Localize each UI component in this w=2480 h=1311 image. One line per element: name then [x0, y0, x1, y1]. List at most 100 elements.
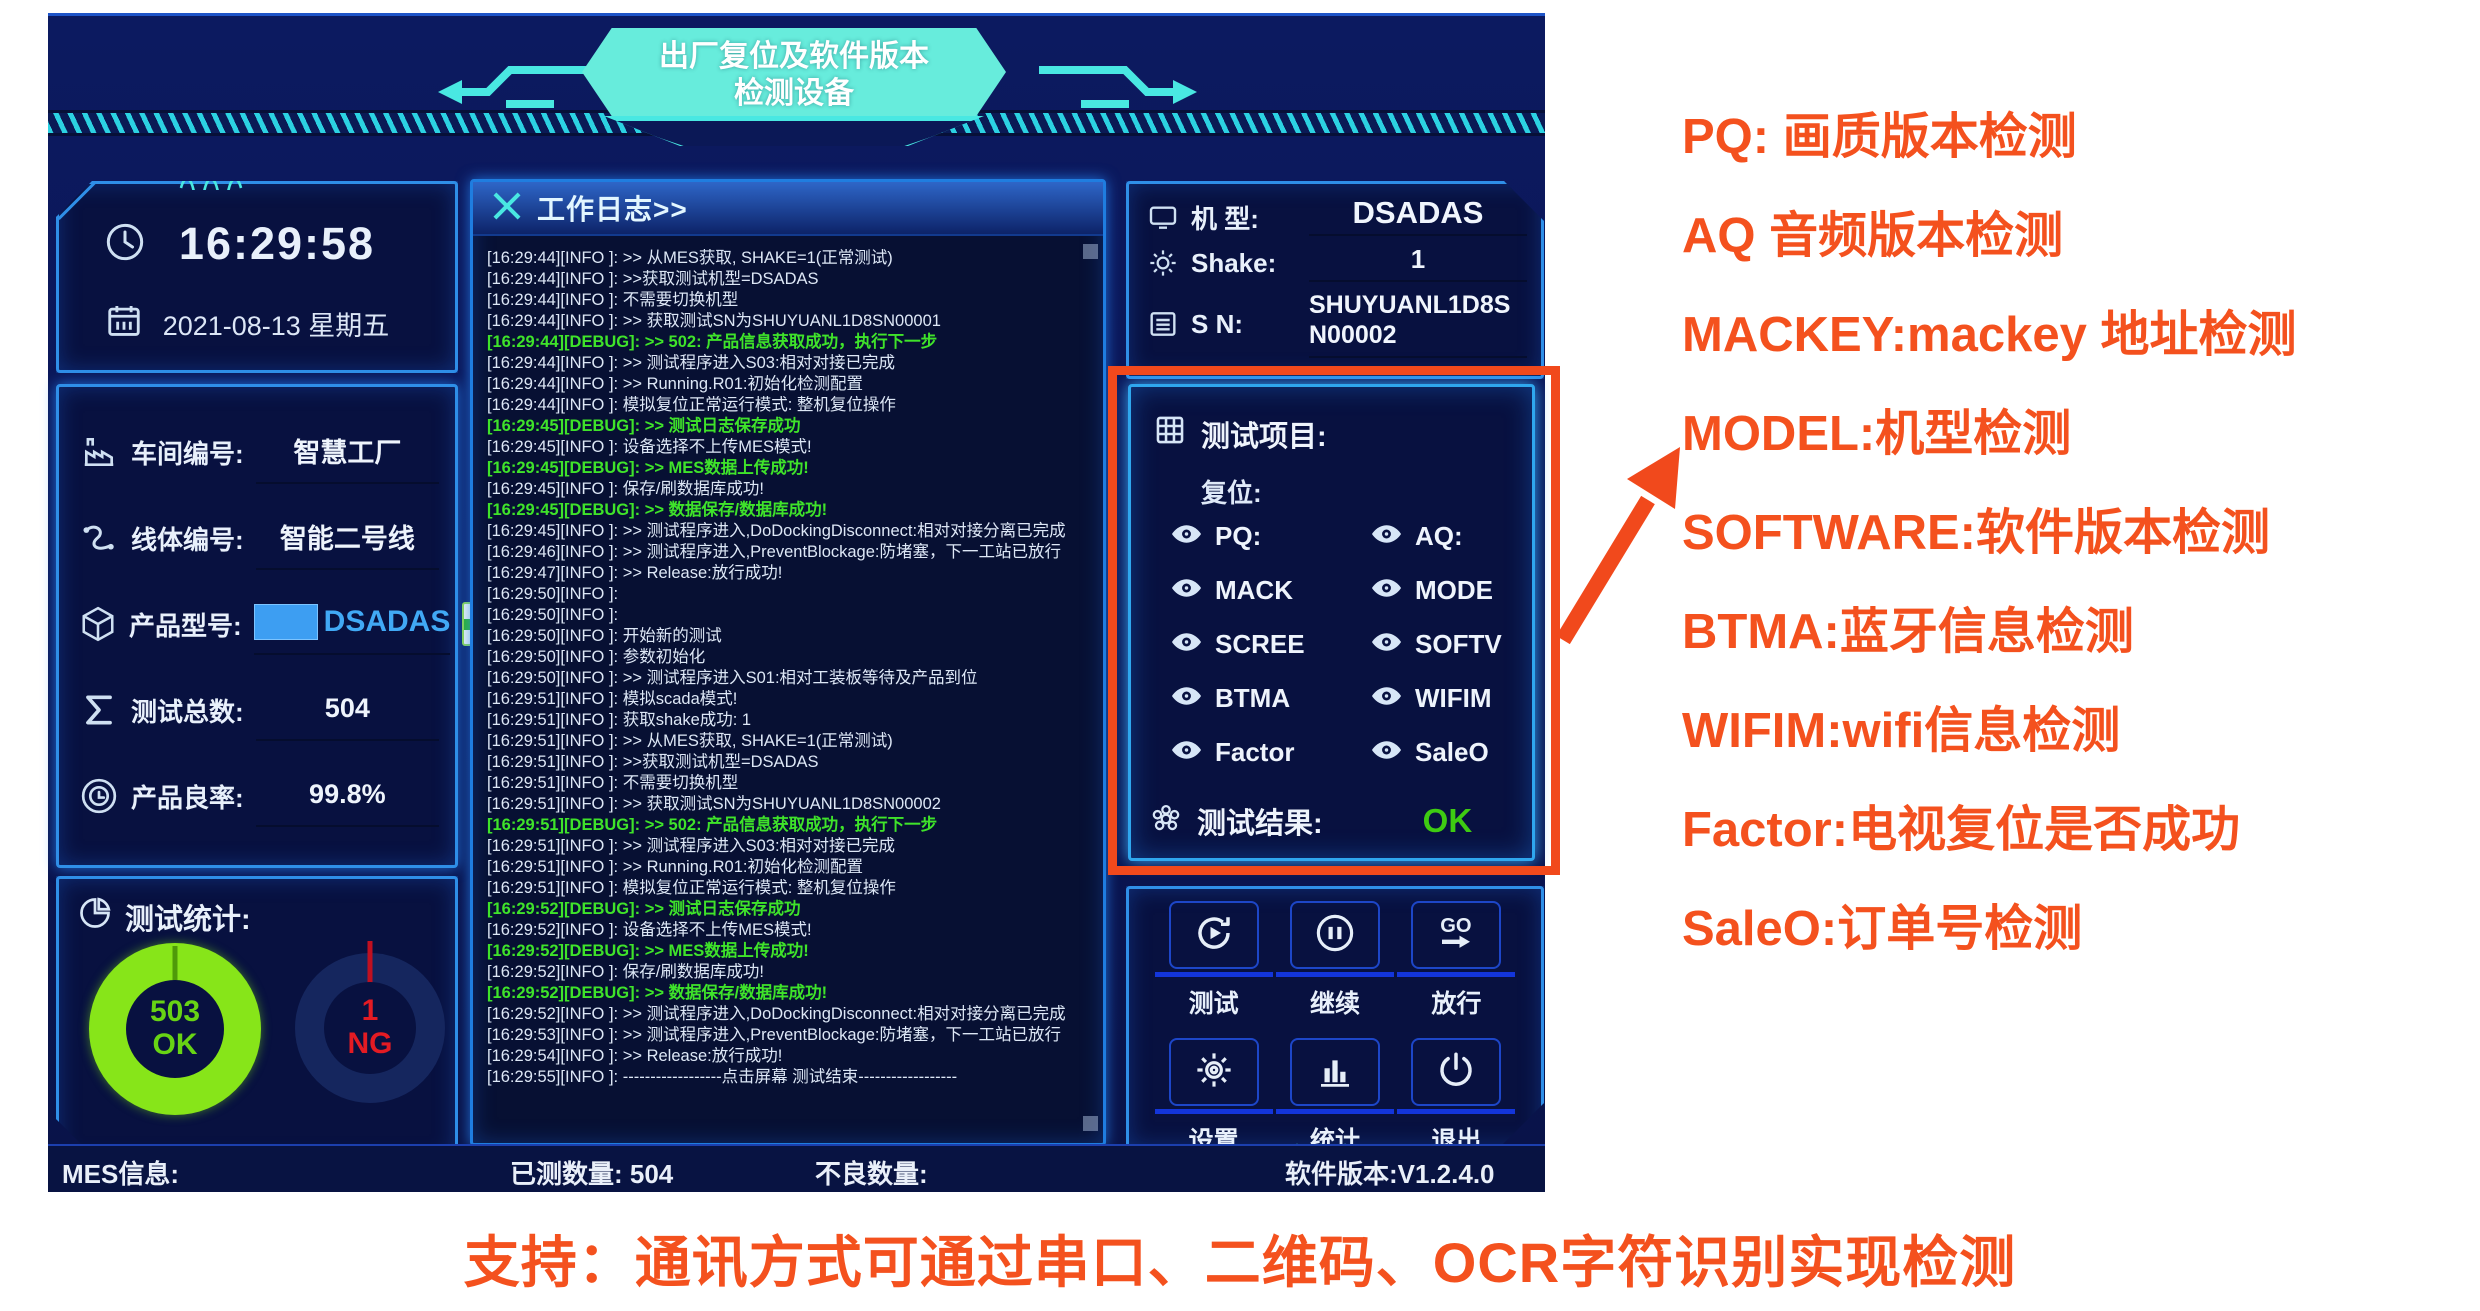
bottom-caption: 支持：通讯方式可通过串口、二维码、OCR字符识别实现检测	[463, 1231, 2017, 1294]
field-label: 产品型号:	[129, 610, 242, 641]
log-line: [16:29:52][INFO ]: >> 测试程序进入,DoDockingDi…	[487, 1005, 1066, 1023]
test-equipment-app: 出厂复位及软件版本 检测设备 16:29:58 2021-08-13 星期五 车…	[48, 13, 1545, 1192]
log-line: [16:29:55][INFO ]: ------------------点击屏…	[487, 1068, 958, 1086]
action-button[interactable]: 继续	[1274, 901, 1395, 1020]
log-scrollbar-thumb[interactable]	[1083, 244, 1098, 259]
grid-icon	[1153, 413, 1187, 455]
test-result-value: OK	[1422, 802, 1473, 839]
action-button[interactable]: GO 放行	[1396, 901, 1517, 1020]
banner-underline-decoration	[604, 116, 984, 146]
settings-icon	[1193, 1049, 1235, 1096]
log-line: [16:29:51][INFO ]: >> 获取测试SN为SHUYUANL1D8…	[487, 795, 941, 813]
log-line: [16:29:51][INFO ]: 模拟scada模式!	[487, 690, 738, 708]
info-field-row: 产品型号: DSADAS	[59, 581, 478, 667]
squiggle-decoration	[179, 181, 251, 199]
log-line: [16:29:45][DEBUG]: >> MES数据上传成功!	[487, 459, 809, 477]
app-title-banner: 出厂复位及软件版本 检测设备	[582, 28, 1006, 116]
log-line: [16:29:51][DEBUG]: >> 502: 产品信息获取成功，执行下一…	[487, 816, 938, 834]
device-info-row: Shake: 1	[1141, 240, 1527, 286]
log-line: [16:29:51][INFO ]: >> Running.R01:初始化检测配…	[487, 858, 863, 876]
defect-count: 不良数量:	[815, 1159, 928, 1189]
go-icon: GO	[1435, 912, 1477, 959]
info-field-row: 车间编号: 智慧工厂	[59, 409, 455, 495]
log-line: [16:29:44][INFO ]: 不需要切换机型	[487, 291, 739, 309]
test-item[interactable]: SaleO	[1371, 737, 1536, 768]
log-scrollbar-thumb[interactable]	[1083, 1116, 1098, 1131]
eye-icon	[1171, 524, 1202, 549]
log-line: [16:29:52][DEBUG]: >> 数据保存/数据库成功!	[487, 984, 828, 1002]
log-line: [16:29:45][INFO ]: >> 测试程序进入,DoDockingDi…	[487, 522, 1066, 540]
eye-icon	[1371, 686, 1402, 711]
highlight-box	[1108, 366, 1560, 875]
device-field-label: Shake:	[1191, 247, 1277, 278]
test-item-label: SaleO	[1415, 737, 1489, 767]
test-item[interactable]: WIFIM	[1371, 683, 1536, 714]
field-value: 智能二号线	[279, 523, 415, 554]
test-item[interactable]: SCREE	[1171, 629, 1371, 660]
sigma-icon	[79, 691, 119, 729]
test-item[interactable]: MACK	[1171, 575, 1371, 606]
annotation-line: SaleO:订单号检测	[1682, 902, 2083, 956]
test-item-label: SCREE	[1215, 629, 1305, 659]
stats-title: 测试统计:	[125, 904, 251, 936]
line-icon	[79, 519, 119, 557]
log-line: [16:29:51][INFO ]: >>获取测试机型=DSADAS	[487, 753, 819, 771]
clock-icon	[105, 222, 145, 267]
action-button-label: 继续	[1309, 990, 1360, 1018]
annotation-line: PQ: 画质版本检测	[1682, 110, 2077, 164]
log-line: [16:29:44][INFO ]: >> Running.R01:初始化检测配…	[487, 375, 863, 393]
current-time: 16:29:58	[178, 218, 376, 269]
annotation-line: BTMA:蓝牙信息检测	[1682, 605, 2134, 659]
test-item[interactable]: PQ:	[1171, 521, 1371, 552]
eye-icon	[1371, 524, 1402, 549]
log-line: [16:29:44][INFO ]: >>获取测试机型=DSADAS	[487, 270, 819, 288]
app-title-line1: 出厂复位及软件版本	[659, 40, 929, 73]
log-header: 工作日志>>	[473, 182, 1103, 236]
pause-icon	[1314, 912, 1356, 959]
test-item[interactable]: MODE	[1371, 575, 1536, 606]
test-item[interactable]: Factor	[1171, 737, 1371, 768]
log-line: [16:29:44][DEBUG]: >> 502: 产品信息获取成功，执行下一…	[487, 333, 938, 351]
eye-icon	[1171, 578, 1202, 603]
log-line: [16:29:51][INFO ]: >> 从MES获取, SHAKE=1(正常…	[487, 732, 893, 750]
log-line: [16:29:51][INFO ]: 不需要切换机型	[487, 774, 739, 792]
device-field-value: 1	[1309, 244, 1527, 282]
device-info-panel: 机 型: DSADAS Shake: 1 S N: SHUYUANL1D8SN0…	[1126, 181, 1544, 379]
log-line: [16:29:45][INFO ]: 保存/刷数据库成功!	[487, 480, 764, 498]
action-button[interactable]: 测试	[1153, 901, 1274, 1020]
log-line: [16:29:51][INFO ]: 模拟复位正常运行模式: 整机复位操作	[487, 879, 896, 897]
test-item-label: MACK	[1215, 575, 1293, 605]
test-icon	[1193, 912, 1235, 959]
test-statistics-panel: 测试统计: 503 OK 1 NG	[56, 876, 458, 1163]
pie-chart-icon	[77, 895, 113, 939]
yield-icon	[79, 777, 119, 815]
test-item-label: WIFIM	[1415, 683, 1492, 713]
test-item[interactable]: BTMA	[1171, 683, 1371, 714]
device-field-label: 机 型:	[1191, 203, 1259, 234]
model-color-swatch	[253, 604, 318, 640]
log-line: [16:29:45][DEBUG]: >> 测试日志保存成功	[487, 417, 801, 435]
eye-icon	[1171, 686, 1202, 711]
action-button[interactable]: 退出	[1396, 1038, 1517, 1157]
annotation-arrow	[1556, 447, 1680, 645]
app-title-line2: 检测设备	[734, 77, 854, 110]
test-item[interactable]: SOFTV	[1371, 629, 1536, 660]
test-item[interactable]: AQ:	[1371, 521, 1536, 552]
log-line: [16:29:44][INFO ]: 模拟复位正常运行模式: 整机复位操作	[487, 396, 896, 414]
log-line: [16:29:46][INFO ]: >> 测试程序进入,PreventBloc…	[487, 543, 1061, 561]
work-log-panel: 工作日志>> [16:29:44][INFO ]: >> 从MES获取, SHA…	[470, 179, 1106, 1146]
log-line: [16:29:44][INFO ]: >> 测试程序进入S03:相对对接已完成	[487, 354, 896, 372]
svg-text:GO: GO	[1441, 915, 1472, 937]
log-line: [16:29:45][INFO ]: 设备选择不上传MES模式!	[487, 438, 812, 456]
action-button[interactable]: 设置	[1153, 1038, 1274, 1157]
status-bar: MES信息: 已测数量: 504 不良数量: 软件版本:V1.2.4.0	[48, 1144, 1545, 1192]
log-body[interactable]: [16:29:44][INFO ]: >> 从MES获取, SHAKE=1(正常…	[473, 236, 1103, 1143]
log-title: 工作日志>>	[537, 194, 688, 225]
stats-icon	[1314, 1049, 1356, 1096]
software-version: 软件版本:V1.2.4.0	[1285, 1159, 1495, 1189]
log-line: [16:29:54][INFO ]: >> Release:放行成功!	[487, 1047, 783, 1065]
tested-count: 已测数量: 504	[510, 1159, 674, 1189]
log-line: [16:29:50][INFO ]: 参数初始化	[487, 648, 706, 666]
device-info-row: 机 型: DSADAS	[1141, 194, 1527, 240]
